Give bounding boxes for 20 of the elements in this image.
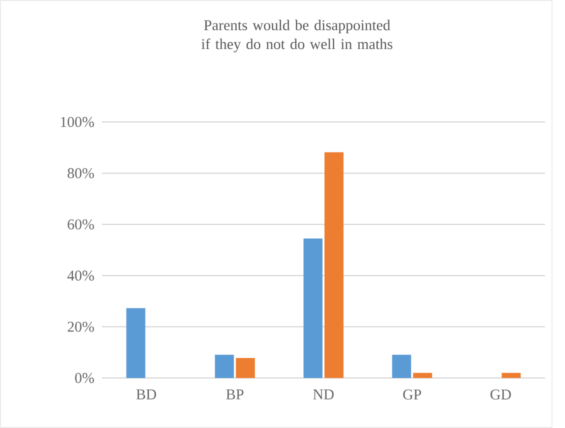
x-tick-label: ND: [313, 390, 334, 400]
bar: [324, 152, 344, 378]
bar: [214, 354, 234, 378]
y-tick-label: 0%: [75, 372, 94, 384]
bar: [413, 372, 432, 378]
bar: [126, 308, 146, 378]
chart-title: Parents would be disappointed if they do not do well in maths: [201, 20, 392, 52]
x-tick-label: GD: [490, 390, 511, 400]
x-tick-label: BP: [226, 390, 244, 400]
y-tick-label: 80%: [68, 168, 94, 178]
y-tick-label: 20%: [68, 322, 94, 332]
bar: [392, 354, 412, 378]
y-tick-label: 40%: [67, 270, 94, 281]
y-tick-label: 100%: [60, 116, 94, 128]
bar: [236, 358, 255, 378]
x-tick-label: BD: [136, 390, 156, 400]
bar: [304, 238, 323, 378]
x-tick-label: GP: [403, 390, 422, 400]
y-tick-label: 60%: [68, 219, 94, 230]
bar: [502, 372, 521, 378]
